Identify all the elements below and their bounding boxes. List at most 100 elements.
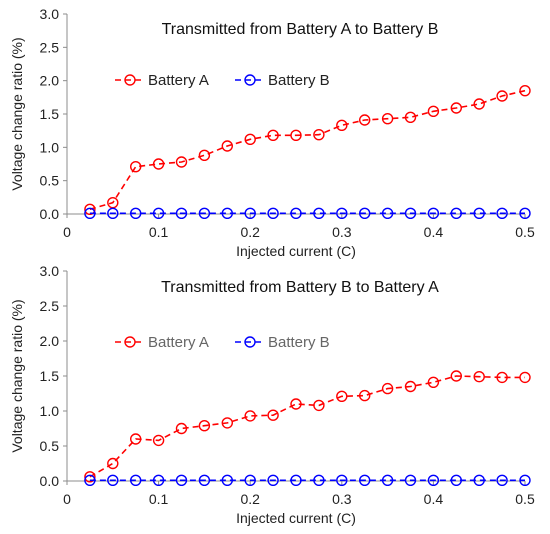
data-point bbox=[221, 207, 234, 220]
y-tick-label: 0.5 bbox=[40, 438, 60, 454]
data-point bbox=[450, 370, 462, 382]
series-line bbox=[89, 375, 525, 478]
data-point bbox=[404, 207, 417, 220]
data-point bbox=[244, 410, 256, 422]
y-tick-label: 3.0 bbox=[40, 263, 60, 279]
data-point bbox=[198, 420, 211, 432]
data-point bbox=[221, 474, 234, 486]
x-tick-label: 0.1 bbox=[149, 491, 169, 507]
x-tick-label: 0.5 bbox=[515, 491, 535, 507]
data-point bbox=[519, 474, 531, 486]
data-point bbox=[290, 207, 302, 220]
legend: Battery A Battery B bbox=[115, 72, 330, 89]
data-point bbox=[313, 207, 325, 220]
data-point bbox=[427, 105, 440, 118]
legend-label: Battery A bbox=[148, 334, 209, 351]
data-point bbox=[129, 207, 142, 220]
data-point bbox=[496, 474, 508, 486]
data-point bbox=[450, 207, 462, 220]
y-tick-label: 3.0 bbox=[40, 6, 60, 22]
series-battery-a bbox=[84, 84, 531, 216]
data-point bbox=[450, 102, 462, 114]
chart-2: 0.0 0.5 1.0 1.5 2.0 2.5 3.0 0 0.1 0.2 0.3 0.4 0.5 Inj… bbox=[9, 263, 535, 526]
data-point bbox=[267, 129, 279, 142]
data-point bbox=[129, 160, 142, 173]
data-point bbox=[336, 474, 348, 486]
series-battery-b bbox=[84, 207, 531, 220]
data-point bbox=[496, 207, 508, 220]
y-tick-label: 1.0 bbox=[40, 403, 60, 419]
legend-label: Battery B bbox=[268, 334, 330, 351]
data-point bbox=[84, 203, 96, 216]
y-tick-label: 2.5 bbox=[40, 298, 60, 314]
data-point bbox=[290, 474, 302, 486]
legend-marker bbox=[124, 336, 136, 348]
y-axis-title: Voltage change ratio (%) bbox=[9, 299, 25, 452]
data-point bbox=[359, 114, 371, 126]
y-tick-label: 2.5 bbox=[40, 39, 60, 55]
chart-title: Transmitted from Battery A to Battery B bbox=[162, 21, 439, 38]
data-point bbox=[290, 398, 302, 410]
data-point bbox=[381, 382, 394, 395]
data-point bbox=[519, 371, 531, 384]
data-point bbox=[107, 457, 119, 470]
x-tick-label: 0.3 bbox=[332, 491, 352, 507]
data-point bbox=[381, 112, 394, 125]
data-point bbox=[107, 474, 119, 486]
data-point bbox=[359, 474, 371, 486]
legend-label: Battery A bbox=[148, 72, 209, 89]
chart-title: Transmitted from Battery B to Battery A bbox=[161, 279, 439, 296]
data-point bbox=[267, 474, 279, 486]
data-point bbox=[152, 207, 165, 220]
data-point bbox=[267, 409, 279, 421]
data-point bbox=[519, 207, 531, 220]
x-tick-label: 0.2 bbox=[240, 224, 260, 240]
data-point bbox=[473, 371, 485, 383]
y-tick-label: 2.0 bbox=[40, 333, 60, 349]
series-battery-b bbox=[84, 474, 531, 486]
y-tick-label: 2.0 bbox=[40, 73, 60, 89]
data-point bbox=[152, 158, 165, 170]
series-line bbox=[89, 89, 526, 211]
data-point bbox=[198, 149, 211, 162]
data-point bbox=[152, 434, 165, 447]
data-point bbox=[381, 474, 394, 486]
data-point bbox=[473, 207, 485, 220]
data-point bbox=[359, 207, 371, 220]
data-point bbox=[290, 129, 302, 142]
data-point bbox=[381, 207, 394, 220]
data-point bbox=[221, 140, 234, 152]
x-tick-label: 0.2 bbox=[240, 491, 260, 507]
data-point bbox=[175, 156, 188, 168]
data-point bbox=[496, 90, 508, 102]
x-tick-label: 0.5 bbox=[515, 224, 535, 240]
data-point bbox=[473, 98, 485, 110]
legend-marker bbox=[124, 74, 136, 86]
data-point bbox=[336, 390, 348, 402]
y-tick-label: 0.0 bbox=[40, 206, 60, 222]
data-point bbox=[198, 474, 211, 486]
x-tick-label: 0 bbox=[63, 491, 71, 507]
data-point bbox=[152, 474, 165, 486]
data-point bbox=[175, 474, 188, 486]
data-point bbox=[129, 474, 142, 486]
data-point bbox=[107, 207, 119, 220]
x-tick-label: 0.4 bbox=[424, 491, 444, 507]
data-point bbox=[221, 417, 234, 429]
data-point bbox=[244, 207, 256, 220]
data-point bbox=[244, 474, 256, 486]
data-point bbox=[427, 376, 440, 388]
y-tick-label: 0.5 bbox=[40, 173, 60, 189]
data-point bbox=[336, 119, 348, 132]
x-tick-label: 0.4 bbox=[424, 224, 444, 240]
legend-marker bbox=[244, 336, 256, 348]
legend: Battery A Battery B bbox=[115, 334, 330, 351]
y-tick-label: 1.5 bbox=[40, 368, 60, 384]
data-point bbox=[198, 207, 211, 220]
x-tick-label: 0 bbox=[63, 224, 71, 240]
y-tick-label: 1.0 bbox=[40, 139, 60, 155]
data-point bbox=[473, 474, 485, 486]
y-tick-label: 1.5 bbox=[40, 106, 60, 122]
data-point bbox=[313, 474, 325, 486]
y-axis-title: Voltage change ratio (%) bbox=[9, 37, 25, 190]
